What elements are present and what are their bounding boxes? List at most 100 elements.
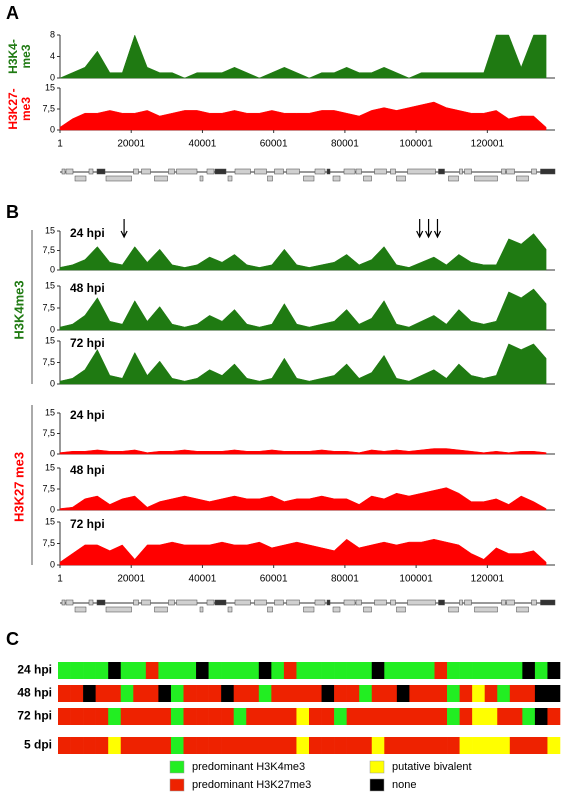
heat-cell <box>321 737 335 754</box>
heat-cell <box>459 737 473 754</box>
row-label: 72 hpi <box>17 709 52 723</box>
heat-cell <box>547 685 561 702</box>
gene <box>286 168 300 175</box>
heat-cell <box>346 685 360 702</box>
legend-label: putative bivalent <box>392 761 472 773</box>
y-tick-label: 15 <box>45 82 55 92</box>
heat-cell <box>208 737 222 754</box>
x-tick-label: 60001 <box>260 574 288 585</box>
gene <box>407 168 436 175</box>
heat-cell <box>271 737 285 754</box>
heat-cell <box>258 685 272 702</box>
gene <box>374 168 387 175</box>
heat-cell <box>409 737 423 754</box>
heat-cell <box>434 685 448 702</box>
heat-cell <box>196 708 209 725</box>
gene <box>540 599 556 606</box>
heat-cell <box>522 737 536 754</box>
x-tick-label: 100001 <box>399 139 433 150</box>
y-axis-label: me3 <box>19 44 33 68</box>
y-tick-label: 0 <box>50 504 55 514</box>
heat-cell <box>434 737 448 754</box>
heat-cell <box>133 685 147 702</box>
heat-cell <box>371 685 385 702</box>
heat-cell <box>183 685 197 702</box>
heat-cell <box>183 708 197 725</box>
gene <box>448 175 459 182</box>
heat-cell <box>396 708 410 725</box>
heat-cell <box>396 662 410 679</box>
heat-cell <box>371 737 385 754</box>
track-label: 72 hpi <box>70 336 105 350</box>
heat-cell <box>158 662 172 679</box>
panel-label: B <box>6 202 19 222</box>
track-label: 48 hpi <box>70 463 105 477</box>
gene <box>390 599 396 606</box>
gene <box>474 606 498 613</box>
gene <box>199 175 204 182</box>
heat-cell <box>447 737 460 754</box>
heat-cell <box>221 708 234 725</box>
gene <box>314 599 326 606</box>
heat-cell <box>283 662 297 679</box>
heat-cell <box>522 708 536 725</box>
heat-cell <box>95 708 109 725</box>
gene <box>74 175 87 182</box>
gene <box>438 599 445 606</box>
heat-cell <box>334 685 347 702</box>
gene <box>501 168 506 175</box>
gene <box>214 168 227 175</box>
heat-cell <box>371 708 385 725</box>
gene <box>74 606 87 613</box>
heat-cell <box>246 737 260 754</box>
heat-cell <box>271 662 285 679</box>
row-label: 24 hpi <box>17 663 52 677</box>
gene <box>501 599 506 606</box>
heat-cell <box>108 737 122 754</box>
y-tick-label: 0 <box>50 378 55 388</box>
y-tick-label: 15 <box>45 225 55 235</box>
y-tick-label: 7,5 <box>42 483 55 493</box>
y-tick-label: 15 <box>45 516 55 526</box>
heat-cell <box>170 708 184 725</box>
heat-cell <box>359 662 373 679</box>
x-tick-label: 80001 <box>331 574 359 585</box>
heat-cell <box>321 685 335 702</box>
heat-cell <box>384 737 398 754</box>
gene <box>96 168 106 175</box>
heat-cell <box>258 737 272 754</box>
gene <box>506 599 515 606</box>
heat-cell <box>158 685 172 702</box>
heat-cell <box>434 708 448 725</box>
heat-cell <box>58 708 71 725</box>
heat-cell <box>309 708 322 725</box>
heat-cell <box>384 685 398 702</box>
y-tick-label: 0 <box>50 324 55 334</box>
heat-cell <box>70 685 84 702</box>
gene <box>61 599 66 606</box>
heat-cell <box>233 737 247 754</box>
y-tick-label: 7,5 <box>42 103 55 113</box>
heat-cell <box>133 708 147 725</box>
x-tick-label: 1 <box>57 139 63 150</box>
gene <box>531 599 537 606</box>
gene <box>516 175 529 182</box>
heat-cell <box>170 737 184 754</box>
heat-cell <box>384 708 398 725</box>
gene <box>267 175 273 182</box>
heat-cell <box>484 708 498 725</box>
y-tick-label: 8 <box>50 29 55 39</box>
heat-cell <box>246 708 260 725</box>
heat-cell <box>196 662 209 679</box>
heat-cell <box>497 737 511 754</box>
gene <box>396 606 406 613</box>
heat-cell <box>459 685 473 702</box>
heat-cell <box>396 737 410 754</box>
gene <box>459 168 463 175</box>
x-tick-label: 20001 <box>117 139 145 150</box>
signal-area <box>59 538 547 566</box>
gene-maps <box>60 168 556 613</box>
y-tick-label: 7,5 <box>42 357 55 367</box>
gene <box>531 168 537 175</box>
